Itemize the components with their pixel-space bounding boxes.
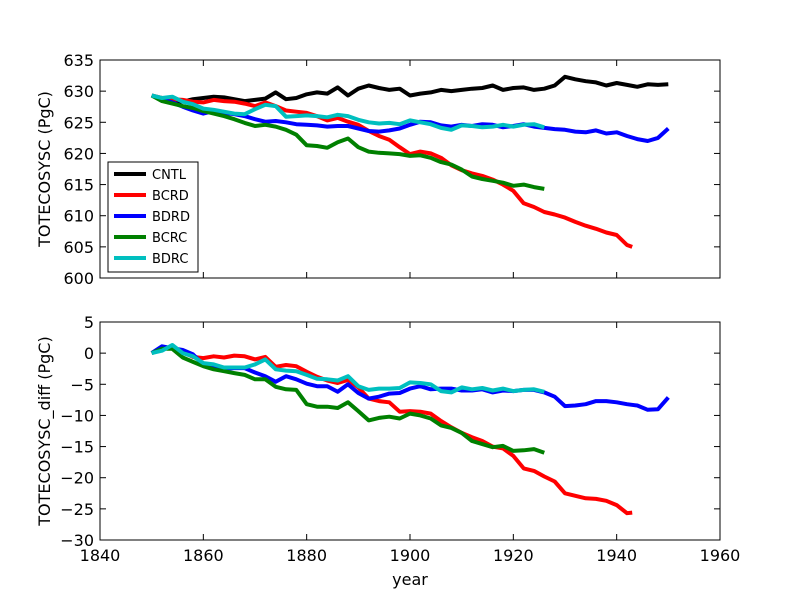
panel-2: 1840 1860 1880 1900 1920 1940 1960 −30 −25 −20 −15…: [35, 313, 740, 589]
series-line-bcrd: [151, 93, 633, 249]
legend-label-bcrd: BCRD: [152, 189, 189, 204]
y-axis-label: TOTECOSYSC_diff (PgC): [35, 336, 55, 526]
y-tick-label: −20: [60, 469, 94, 488]
y-tick-label: −10: [60, 406, 94, 425]
y-tick-label: 0: [84, 344, 94, 363]
y-tick-label: 5: [84, 313, 94, 332]
series-line-bdrc: [151, 93, 545, 132]
legend-label-bcrc: BCRC: [152, 231, 187, 246]
legend-label-cntl: CNTL: [152, 168, 187, 183]
y-tick-label: 600: [63, 269, 94, 288]
x-tick-label: 1860: [183, 546, 224, 565]
x-tick-label: 1940: [596, 546, 637, 565]
y-axis-label: TOTECOSYSC (PgC): [35, 91, 54, 248]
y-tick-label: 630: [63, 82, 94, 101]
x-tick-label: 1920: [493, 546, 534, 565]
series-line-bcrc: [150, 93, 545, 191]
x-tick-label: 1900: [390, 546, 431, 565]
y-tick-label: 610: [63, 207, 94, 226]
y-tick-label: 615: [63, 176, 94, 195]
y-tick-label: −25: [60, 500, 94, 519]
legend: CNTL BCRD BDRD BCRC BDRC: [107, 161, 199, 273]
y-tick-label: 605: [63, 238, 94, 257]
series-line-bcrc: [150, 346, 545, 455]
x-tick-label: 1840: [80, 546, 121, 565]
panel-1: 600 605 610 615 620 625 630 635 TOTECOSYSC (PgC)…: [35, 51, 721, 288]
x-axis-label: year: [392, 570, 428, 589]
y-tick-label: −30: [60, 531, 94, 550]
x-tick-label: 1960: [700, 546, 741, 565]
y-tick-label: −15: [60, 438, 94, 457]
series-line-cntl: [150, 74, 669, 105]
series-line-bdrc: [151, 343, 545, 395]
legend-label-bdrd: BDRD: [152, 210, 190, 225]
y-tick-label: 635: [63, 51, 94, 70]
y-tick-label: 620: [63, 144, 94, 163]
y-tick-label: 625: [63, 113, 94, 132]
series-line-bcrd: [150, 345, 633, 516]
legend-label-bdrc: BDRC: [152, 252, 188, 267]
x-tick-label: 1880: [286, 546, 327, 565]
y-tick-label: −5: [70, 375, 94, 394]
